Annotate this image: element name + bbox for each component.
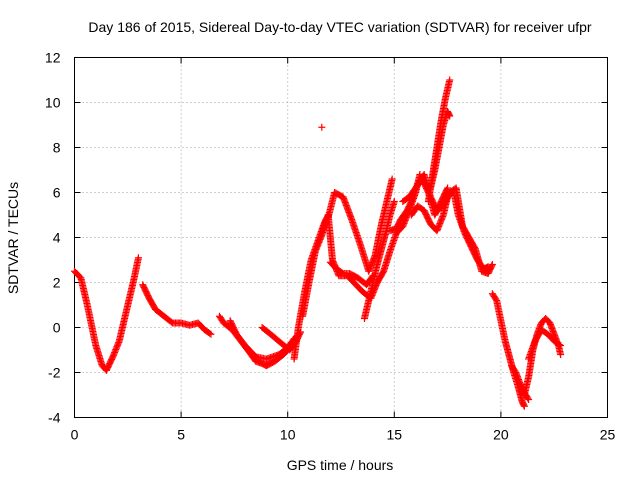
x-tick-label: 10 xyxy=(280,427,296,443)
data-point xyxy=(488,261,496,268)
data-point xyxy=(390,198,398,205)
y-axis-label: SDTVAR / TECUs xyxy=(5,182,21,294)
data-point xyxy=(206,329,214,337)
y-tick-label: 6 xyxy=(53,185,61,201)
data-point xyxy=(443,185,451,193)
y-tick-label: 12 xyxy=(45,50,61,66)
x-tick-label: 25 xyxy=(600,427,616,443)
plot-frame xyxy=(74,57,608,418)
data-point xyxy=(555,341,563,349)
y-tick-label: 4 xyxy=(53,230,61,246)
data-point xyxy=(134,254,142,262)
y-tick-label: -2 xyxy=(48,365,61,381)
data-point xyxy=(207,330,215,338)
y-tick-label: 2 xyxy=(53,275,61,291)
data-point xyxy=(484,263,492,271)
data-point xyxy=(557,351,565,358)
chart-title: Day 186 of 2015, Sidereal Day-to-day VTE… xyxy=(88,19,592,35)
data-point xyxy=(520,402,528,410)
data-point xyxy=(525,396,533,403)
data-point xyxy=(446,112,454,120)
y-tick-label: 10 xyxy=(45,95,61,111)
data-point xyxy=(318,123,326,131)
data-point xyxy=(446,76,454,84)
data-point xyxy=(524,394,532,402)
data-point xyxy=(557,342,565,349)
data-point xyxy=(444,184,452,192)
data-point xyxy=(488,262,496,270)
x-tick-label: 15 xyxy=(387,427,403,443)
y-tick-label: 8 xyxy=(53,140,61,156)
x-tick-label: 0 xyxy=(71,427,79,443)
data-point xyxy=(388,175,396,183)
y-tick-label: 0 xyxy=(53,320,61,336)
y-tick-label: -4 xyxy=(48,410,61,426)
x-axis-label: GPS time / hours xyxy=(287,457,394,473)
x-tick-label: 20 xyxy=(493,427,509,443)
x-tick-label: 5 xyxy=(177,427,185,443)
